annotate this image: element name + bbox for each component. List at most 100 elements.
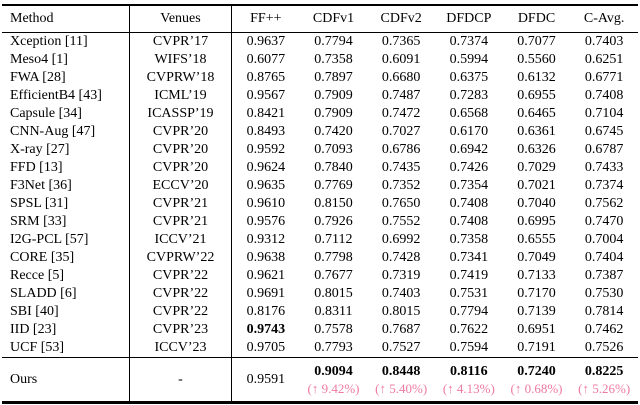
method-cell: CNN-Aug [47]	[2, 123, 130, 141]
value-cell: 0.7170	[517, 286, 556, 301]
method-cell: SLADD [6]	[2, 285, 130, 303]
value-cell: 0.7487	[381, 88, 421, 103]
ours-value: 0.9094	[314, 364, 353, 380]
column-header-venues: Venues	[130, 6, 232, 32]
column-header-dfdcp: DFDCP	[446, 11, 492, 26]
improvement-delta: (↑ 0.68%)	[510, 380, 563, 396]
value-cell: 0.7594	[449, 340, 489, 355]
value-cell: 0.7531	[449, 286, 489, 301]
value-cell: 0.6465	[517, 106, 556, 121]
value-cell: 0.7191	[517, 340, 556, 355]
value-cell: 0.7027	[381, 124, 421, 139]
value-cell: 0.7040	[517, 196, 556, 211]
value-cell: 0.8015	[381, 304, 421, 319]
venue-cell: CVPR’22	[130, 303, 232, 321]
value-cell: 0.7365	[381, 34, 421, 49]
method-cell: CORE [35]	[2, 249, 130, 267]
value-cell: 0.6555	[517, 232, 556, 247]
value-cell: 0.7433	[584, 160, 624, 175]
ours-value: 0.7240	[517, 364, 556, 380]
value-cell: 0.7794	[449, 304, 489, 319]
ours-value: 0.8225	[584, 364, 624, 380]
value-cell: 0.7552	[381, 214, 421, 229]
value-cell: 0.8421	[246, 106, 286, 121]
ours-value: 0.8116	[449, 364, 488, 380]
venue-cell: ECCV’20	[130, 177, 232, 195]
value-cell: 0.7909	[314, 106, 353, 121]
value-cell: 0.7112	[314, 232, 353, 247]
value-cell: 0.7077	[517, 34, 556, 49]
method-cell: SRM [33]	[2, 213, 130, 231]
value-cell: 0.6132	[517, 70, 556, 85]
value-cell: 0.7049	[517, 250, 556, 265]
value-cell: 0.6955	[517, 88, 556, 103]
table-row: X-ray [27] CVPR’20 0.9592 0.7093 0.6786 0.694…	[2, 141, 638, 159]
method-cell: FWA [28]	[2, 69, 130, 87]
table-row: Capsule [34] ICASSP’19 0.8421 0.7909 0.7472 0…	[2, 105, 638, 123]
table-row: I2G-PCL [57] ICCV’21 0.9312 0.7112 0.6992 0.7…	[2, 231, 638, 249]
value-cell: 0.7677	[314, 268, 353, 283]
value-cell: 0.7470	[584, 214, 624, 229]
value-cell: 0.7319	[381, 268, 421, 283]
value-cell: 0.7840	[314, 160, 353, 175]
value-cell: 0.6091	[381, 52, 421, 67]
value-cell: 0.8493	[246, 124, 286, 139]
value-cell: 0.7004	[584, 232, 624, 247]
value-cell: 0.6077	[246, 52, 286, 67]
table-row: UCF [53] ICCV’23 0.9705 0.7793 0.7527 0.7594 0…	[2, 339, 638, 357]
results-table: Method Venues FF++ CDFv1 CDFv2 DFDCP DFD…	[2, 4, 638, 404]
value-cell: 0.7403	[381, 286, 421, 301]
value-cell: 0.7814	[584, 304, 624, 319]
improvement-delta: (↑ 5.40%)	[375, 380, 428, 396]
value-cell: 0.8448 (↑ 5.40%)	[367, 358, 435, 402]
table-row: F3Net [36] ECCV’20 0.9635 0.7769 0.7352 0.735…	[2, 177, 638, 195]
ours-value: 0.8448	[381, 364, 421, 380]
value-cell: 0.7527	[381, 340, 421, 355]
value-cell: 0.6995	[517, 214, 556, 229]
value-cell: 0.8225 (↑ 5.26%)	[570, 358, 638, 402]
method-cell: X-ray [27]	[2, 141, 130, 159]
improvement-delta: (↑ 4.13%)	[442, 380, 495, 396]
column-header-cdfv2: CDFv2	[380, 11, 422, 26]
venue-cell: ICASSP’19	[130, 105, 232, 123]
value-cell: 0.6942	[449, 142, 489, 157]
column-header-ffpp: FF++	[250, 11, 282, 26]
value-cell: 0.7419	[449, 268, 489, 283]
value-cell: 0.7403	[584, 34, 624, 49]
method-cell: Xception [11]	[2, 33, 130, 51]
value-cell: 0.9576	[246, 214, 286, 229]
table-row: SRM [33] CVPR’21 0.9576 0.7926 0.7552 0.7408 0…	[2, 213, 638, 231]
value-cell: 0.7926	[314, 214, 353, 229]
value-cell: 0.9592	[246, 142, 286, 157]
value-cell: 0.7526	[584, 340, 624, 355]
method-cell: F3Net [36]	[2, 177, 130, 195]
value-cell: 0.7472	[381, 106, 421, 121]
venue-cell: CVPR’22	[130, 267, 232, 285]
value-cell: 0.7428	[381, 250, 421, 265]
value-cell: 0.7408	[449, 196, 489, 211]
venue-cell: CVPRW’18	[130, 69, 232, 87]
value-cell: 0.7426	[449, 160, 489, 175]
value-cell: 0.7650	[381, 196, 421, 211]
value-cell: 0.9312	[246, 232, 286, 247]
table-row: FFD [13] CVPR’20 0.9624 0.7840 0.7435 0.7426 0…	[2, 159, 638, 177]
table-row: Meso4 [1] WIFS’18 0.6077 0.7358 0.6091 0.5994…	[2, 51, 638, 69]
venue-cell: ICCV’21	[130, 231, 232, 249]
value-cell: 0.9567	[246, 88, 286, 103]
value-cell: 0.9621	[246, 268, 286, 283]
value-cell: 0.7794	[314, 34, 353, 49]
value-cell: 0.7358	[314, 52, 353, 67]
table-row: EfficientB4 [43] ICML’19 0.9567 0.7909 0.748…	[2, 87, 638, 105]
venue-cell: CVPR’21	[130, 213, 232, 231]
value-cell: 0.6170	[449, 124, 489, 139]
table-body: Xception [11] CVPR’17 0.9637 0.7794 0.7365 0.…	[2, 33, 638, 357]
table-row: CNN-Aug [47] CVPR’20 0.8493 0.7420 0.7027 0.6…	[2, 123, 638, 141]
value-cell: 0.6771	[584, 70, 624, 85]
value-cell: 0.7374	[449, 34, 489, 49]
table-row: FWA [28] CVPRW’18 0.8765 0.7897 0.6680 0.6375…	[2, 69, 638, 87]
value-cell: 0.6951	[517, 322, 556, 337]
value-cell: 0.6568	[449, 106, 489, 121]
value-cell: 0.9635	[246, 178, 286, 193]
value-cell: 0.8176	[246, 304, 286, 319]
venue-cell: CVPR’20	[130, 159, 232, 177]
